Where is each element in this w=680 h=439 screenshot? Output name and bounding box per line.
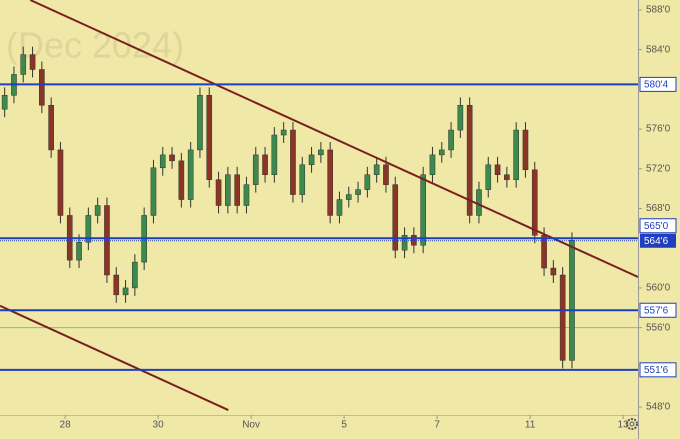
candle-body [29, 54, 36, 70]
candle-body [159, 154, 166, 169]
candle-body [94, 205, 101, 216]
candle-body [57, 149, 64, 216]
x-tick-label: 5 [341, 420, 347, 431]
candle-body [513, 129, 519, 180]
candle-body [197, 95, 203, 151]
level-label-box [639, 362, 677, 378]
candle-body [401, 235, 408, 251]
level-label-box [639, 218, 677, 234]
candle-body [113, 274, 120, 296]
candle-body [383, 164, 389, 185]
y-tick-label: 556'0 [646, 322, 671, 333]
candle-body [345, 194, 352, 200]
y-tick-label: 584'0 [646, 44, 671, 55]
candle-body [308, 154, 315, 166]
y-tick-label: 572'0 [646, 163, 671, 174]
level-label: 557'6 [644, 305, 669, 316]
level-label: 565'0 [644, 221, 669, 232]
level-label-box [639, 76, 677, 92]
candle-body [271, 134, 278, 175]
candle-body [132, 261, 138, 289]
gear[interactable] [626, 418, 638, 430]
settings-icon[interactable] [626, 418, 638, 430]
candle-body [215, 179, 222, 206]
candle-body [206, 95, 213, 180]
candle-body [85, 215, 92, 243]
candle-body [550, 267, 557, 276]
candle-body [429, 154, 436, 175]
candle-body [327, 149, 333, 216]
y-tick-label: 576'0 [646, 124, 671, 135]
candle-body [457, 104, 464, 131]
candle-body [531, 169, 538, 236]
candle-body [243, 184, 250, 206]
candle-body [252, 154, 259, 185]
candle-body [262, 154, 268, 175]
level-label: 580'4 [644, 80, 669, 91]
candle-body [318, 149, 324, 156]
x-tick-label: 30 [153, 420, 165, 431]
x-tick-label: 7 [434, 420, 440, 431]
candle-body [178, 160, 185, 200]
candle-body [280, 129, 287, 136]
candle-body [364, 174, 371, 190]
x-tick-label: 28 [60, 420, 72, 431]
candle-body [1, 95, 8, 110]
candle-body [122, 287, 129, 296]
x-tick-label: 11 [525, 420, 536, 431]
candle-body [187, 149, 194, 200]
candle-body [20, 54, 27, 75]
candle-body [541, 235, 547, 269]
candle-body [392, 184, 399, 251]
candle-body [355, 189, 361, 195]
candle-body [234, 174, 240, 206]
candle-body [225, 174, 231, 206]
candle-body [299, 164, 306, 195]
gear-center[interactable] [629, 421, 635, 427]
plot-area [0, 0, 638, 411]
trend-line [29, 0, 638, 278]
y-tick-label: 568'0 [646, 203, 671, 214]
candle-body [48, 104, 54, 151]
candle-body [373, 164, 380, 175]
y-tick-label: 548'0 [646, 402, 671, 413]
candle-body [76, 241, 82, 261]
trend-line [0, 304, 229, 411]
level-label: 551'6 [644, 365, 669, 376]
candle-body [466, 104, 473, 216]
candle-body [494, 164, 501, 175]
candle-body [336, 199, 343, 216]
x-tick-label: 13 [618, 420, 630, 431]
candle-body [150, 167, 157, 216]
x-tick-label: Nov [242, 420, 260, 431]
candle-body [448, 129, 454, 151]
candle-body [169, 154, 175, 162]
y-tick-label: 588'0 [646, 5, 671, 16]
candle-body [438, 149, 445, 156]
candle-body [569, 240, 575, 361]
current-price-box [640, 233, 676, 248]
candle-body [559, 274, 566, 361]
candle-body [420, 174, 426, 246]
level-label-box [639, 302, 677, 318]
candle-body [504, 174, 510, 180]
current-price-label: 564'6 [644, 236, 669, 247]
watermark: (Dec 2024) [6, 25, 184, 66]
candle-body [522, 129, 529, 171]
candle-body [39, 69, 45, 106]
candle-body [476, 189, 482, 216]
candle-body [290, 129, 296, 195]
candle-body [485, 164, 492, 190]
y-tick-label: 560'0 [646, 283, 671, 294]
